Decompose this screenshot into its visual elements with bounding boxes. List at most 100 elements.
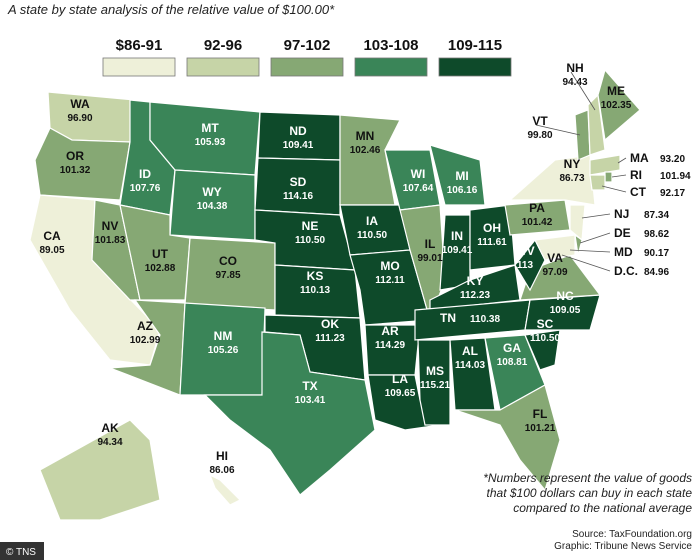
state-abbr: MN xyxy=(356,129,375,143)
state-value: 111.23 xyxy=(315,333,345,344)
state-value: 92.17 xyxy=(660,188,685,199)
state xyxy=(589,154,621,176)
state-shapes xyxy=(29,68,641,521)
state-abbr: AR xyxy=(381,324,399,338)
state-value: 107.64 xyxy=(403,183,434,194)
footnote-line: *Numbers represent the value of goods xyxy=(483,471,692,485)
state-value: 90.17 xyxy=(644,248,669,259)
state-abbr: VA xyxy=(547,251,563,265)
state-abbr: NV xyxy=(102,219,119,233)
state-value: 104.38 xyxy=(197,201,228,212)
leader-line xyxy=(601,185,627,193)
state-abbr: D.C. xyxy=(614,264,638,278)
state-value: 108.81 xyxy=(497,357,528,368)
state-value: 101.42 xyxy=(522,217,553,228)
state-value: 86.73 xyxy=(559,173,584,184)
state-value: 115.21 xyxy=(420,380,450,391)
state-abbr: KS xyxy=(307,269,324,283)
credit-box xyxy=(0,542,44,560)
legend-label: $86-91 xyxy=(116,37,163,54)
graphic-credit: Graphic: Tribune News Service xyxy=(554,541,692,552)
state-value: 112.23 xyxy=(460,290,490,301)
state-abbr: AZ xyxy=(137,319,153,333)
state-abbr: OK xyxy=(321,317,339,331)
state-abbr: CO xyxy=(219,254,237,268)
state-abbr: ID xyxy=(139,167,151,181)
leader-line xyxy=(561,254,611,272)
state xyxy=(597,68,641,142)
state xyxy=(574,233,583,256)
state xyxy=(429,144,486,206)
state xyxy=(589,174,606,191)
state-abbr: FL xyxy=(533,407,548,421)
state-abbr: UT xyxy=(152,247,169,261)
state-value: 97.85 xyxy=(215,270,240,281)
state-value: 98.62 xyxy=(644,229,669,240)
state-value: 113 xyxy=(517,260,534,271)
state-abbr: MA xyxy=(630,151,649,165)
leader-line xyxy=(611,174,627,178)
state xyxy=(524,294,601,331)
state-value: 106.16 xyxy=(447,185,478,196)
state xyxy=(454,384,561,492)
legend: $86-91 92-96 97-102 103-108 109-115 xyxy=(102,37,512,77)
state-abbr: NJ xyxy=(614,207,629,221)
legend-label: 103-108 xyxy=(363,37,418,54)
state-value: 97.09 xyxy=(542,267,567,278)
state-value: 101.21 xyxy=(525,423,556,434)
state-value: 87.34 xyxy=(644,210,669,221)
state-value: 105.26 xyxy=(208,345,239,356)
state-value: 110.50 xyxy=(357,230,387,241)
state-value: 102.88 xyxy=(145,263,176,274)
leader-line xyxy=(535,124,581,136)
state-abbr: WY xyxy=(202,185,221,199)
state-abbr: IA xyxy=(366,214,378,228)
state-abbr: NM xyxy=(214,329,233,343)
state-value: 112.11 xyxy=(375,275,405,286)
state-value: 101.83 xyxy=(95,235,126,246)
legend-label: 92-96 xyxy=(204,37,242,54)
state-value: 94.34 xyxy=(97,437,122,448)
state-value: 109.05 xyxy=(550,305,581,316)
state-abbr: WA xyxy=(70,97,90,111)
legend-swatch xyxy=(270,57,344,77)
state-abbr: MO xyxy=(380,259,399,273)
state xyxy=(349,249,431,326)
state-value: 110.50 xyxy=(295,235,325,246)
state-abbr: CT xyxy=(630,185,647,199)
state-abbr: OH xyxy=(483,221,501,235)
subtitle: A state by state analysis of the relativ… xyxy=(7,2,335,17)
leader-line xyxy=(581,213,611,219)
state-abbr: TX xyxy=(302,379,317,393)
state xyxy=(574,109,591,161)
state-abbr: SD xyxy=(290,175,307,189)
state xyxy=(339,114,401,206)
state-value: 99.80 xyxy=(527,130,552,141)
state-value: 114.16 xyxy=(283,191,313,202)
state-abbr: TN xyxy=(440,311,456,325)
state-value: 114.29 xyxy=(375,340,405,351)
state-value: 107.76 xyxy=(130,183,161,194)
state-abbr: KY xyxy=(467,274,484,288)
state-value: 103.41 xyxy=(295,395,326,406)
state-abbr: IL xyxy=(425,237,436,251)
state xyxy=(39,419,161,521)
state-value: 110.38 xyxy=(470,314,500,325)
state-abbr: AK xyxy=(101,421,119,435)
state-abbr: MT xyxy=(201,121,219,135)
state xyxy=(524,329,561,371)
state-abbr: CA xyxy=(43,229,61,243)
state-abbr: ME xyxy=(607,84,625,98)
legend-swatch xyxy=(354,57,428,77)
state xyxy=(208,473,242,506)
state-abbr: NE xyxy=(302,219,319,233)
state-value: 109.41 xyxy=(442,245,473,256)
state xyxy=(587,93,606,156)
state-abbr: VT xyxy=(532,114,548,128)
state-value: 111.61 xyxy=(477,237,507,248)
source: Source: TaxFoundation.org xyxy=(572,529,692,540)
state-value: 96.90 xyxy=(67,113,92,124)
state-abbr: IN xyxy=(451,229,463,243)
state-value: 105.93 xyxy=(195,137,226,148)
credit: © TNS xyxy=(6,547,36,558)
